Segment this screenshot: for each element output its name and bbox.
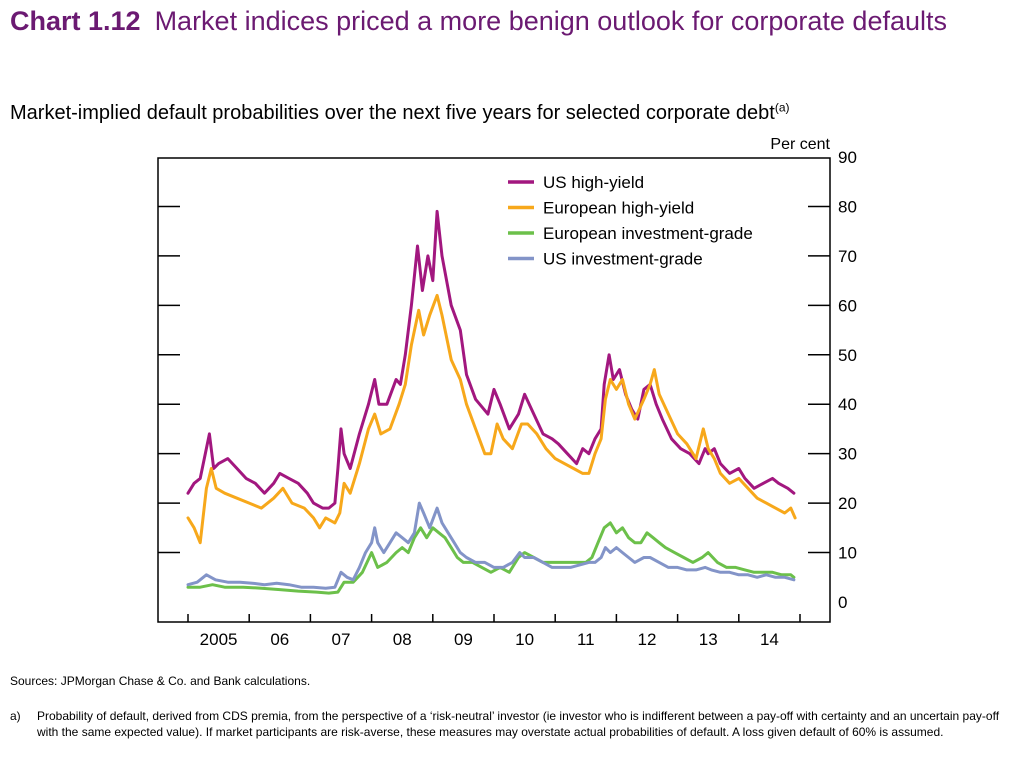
subtitle-note-marker: (a) <box>774 100 790 115</box>
x-tick-label: 09 <box>454 630 473 649</box>
chart-subtitle-text: Market-implied default probabilities ove… <box>10 102 775 124</box>
legend-entry: European investment-grade <box>543 224 753 243</box>
y-tick-label: 40 <box>838 395 857 414</box>
chart-series <box>186 209 797 595</box>
series-line-european-high-yield <box>186 293 797 545</box>
x-tick-label: 12 <box>638 630 657 649</box>
y-axis-label: Per cent <box>770 136 830 153</box>
x-tick-label: 11 <box>577 630 595 649</box>
legend-entry: US investment-grade <box>543 250 703 269</box>
y-tick-label: 60 <box>838 296 857 315</box>
chart-label: Chart 1.12 <box>10 6 141 36</box>
y-tick-label: 80 <box>838 197 857 216</box>
chart-subtitle: Market-implied default probabilities ove… <box>10 100 1010 126</box>
y-tick-label: 20 <box>838 494 857 513</box>
y-tick-label: 10 <box>838 544 857 563</box>
y-tick-label: 90 <box>838 148 857 167</box>
sources-note: Sources: JPMorgan Chase & Co. and Bank c… <box>10 674 311 688</box>
x-tick-label: 06 <box>270 630 289 649</box>
chart-title-text: Market indices priced a more benign outl… <box>154 6 947 36</box>
series-line-us-investment-grade <box>186 501 796 590</box>
x-tick-label: 13 <box>699 630 718 649</box>
legend-entry: US high-yield <box>543 173 644 192</box>
y-tick-label: 50 <box>838 346 857 365</box>
x-tick-label: 10 <box>515 630 534 649</box>
chart-axes: 0 10 20 30 40 50 60 70 80 90 Per cent 2005 06 07 08 09 1… <box>157 136 857 649</box>
y-tick-label: 30 <box>838 445 857 464</box>
x-tick-label: 14 <box>760 630 779 649</box>
line-chart: 0 10 20 30 40 50 60 70 80 90 Per cent 2005 06 07 08 09 1… <box>157 136 857 649</box>
x-tick-label: 07 <box>332 630 351 649</box>
x-tick-label: 08 <box>393 630 412 649</box>
y-tick-label: 0 <box>838 593 847 612</box>
footnote-marker: a) <box>10 709 21 723</box>
y-tick-label: 70 <box>838 247 857 266</box>
legend-entry: European high-yield <box>543 199 694 218</box>
footnote: a) Probability of default, derived from … <box>10 708 1010 740</box>
x-tick-label: 2005 <box>200 630 238 649</box>
chart-title: Chart 1.12 Market indices priced a more b… <box>10 4 1010 38</box>
chart-legend: US high-yield European high-yield European… <box>508 173 753 269</box>
series-line-european-investment-grade <box>186 521 796 595</box>
series-line-us-high-yield <box>186 209 796 510</box>
footnote-text: Probability of default, derived from CDS… <box>37 709 1000 739</box>
